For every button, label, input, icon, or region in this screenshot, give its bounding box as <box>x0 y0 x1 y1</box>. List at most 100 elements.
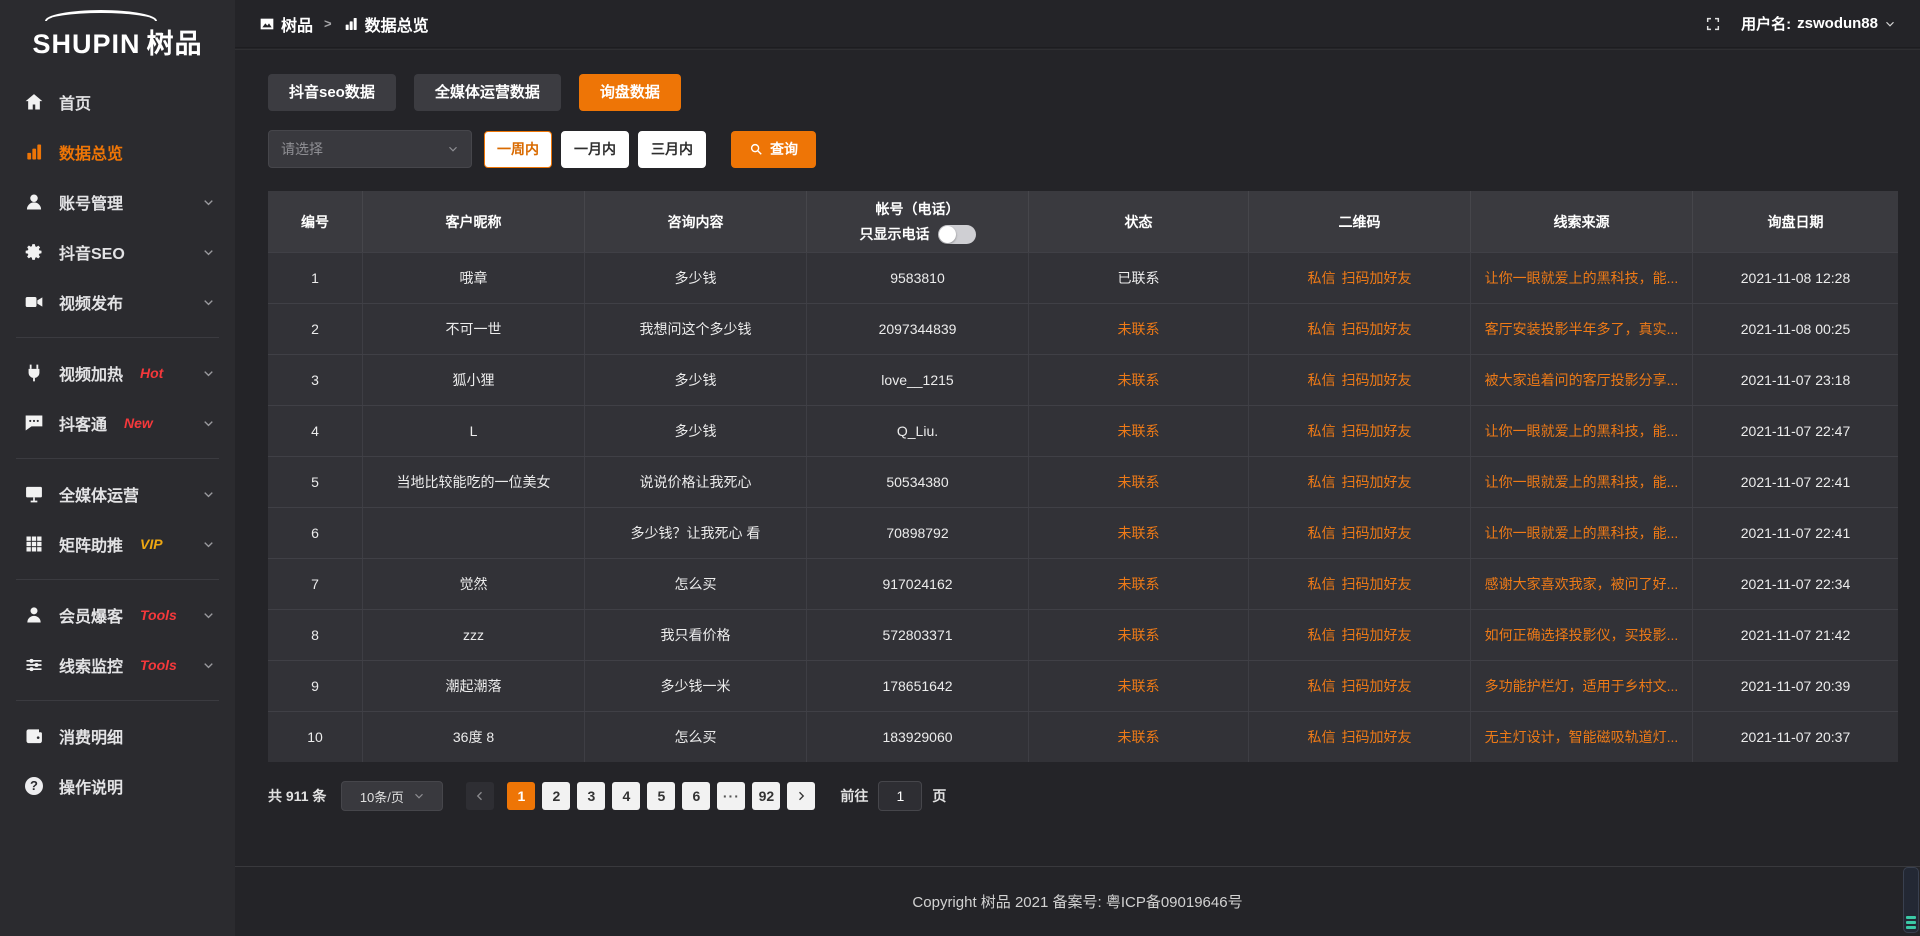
sidebar-item-media-operation[interactable]: 全媒体运营 <box>0 469 235 519</box>
sidebar-menu: 首页 数据总览 账号管理 <box>0 77 235 811</box>
private-message-link[interactable]: 私信 <box>1307 270 1336 286</box>
tab-douyin-seo-data[interactable]: 抖音seo数据 <box>268 74 396 111</box>
phone-toggle-label: 只显示电话 <box>859 226 930 242</box>
next-page-button[interactable] <box>787 782 816 810</box>
cell-lead-source[interactable]: 被大家追着问的客厅投影分享... <box>1471 355 1693 405</box>
user-menu[interactable]: 用户名: zswodun88 <box>1741 13 1896 34</box>
cell-nickname: 哦章 <box>363 253 585 303</box>
page-size-select[interactable]: 10条/页 <box>341 781 444 811</box>
private-message-link[interactable]: 私信 <box>1307 627 1336 643</box>
cell-lead-source[interactable]: 如何正确选择投影仪，买投影... <box>1471 610 1693 660</box>
cell-lead-source[interactable]: 让你一眼就爱上的黑科技，能... <box>1471 457 1693 507</box>
account-select[interactable]: 请选择 <box>268 130 472 168</box>
search-button[interactable]: 查询 <box>731 130 816 168</box>
private-message-link[interactable]: 私信 <box>1307 576 1336 592</box>
range-three-month[interactable]: 三月内 <box>638 130 706 168</box>
filter-bar: 请选择 一周内 一月内 三月内 查询 <box>268 130 1898 168</box>
sidebar-item-video-heat[interactable]: 视频加热 Hot <box>0 348 235 398</box>
sidebar-item-account-management[interactable]: 账号管理 <box>0 177 235 227</box>
page-button[interactable]: 5 <box>647 782 676 810</box>
sidebar-item-matrix-boost[interactable]: 矩阵助推 VIP <box>0 519 235 569</box>
private-message-link[interactable]: 私信 <box>1307 474 1336 490</box>
cell-content: 我只看价格 <box>585 610 807 660</box>
search-button-label: 查询 <box>770 141 798 157</box>
sidebar-item-douyin-seo[interactable]: 抖音SEO <box>0 227 235 277</box>
cell-lead-source[interactable]: 让你一眼就爱上的黑科技，能... <box>1471 406 1693 456</box>
breadcrumb: 树品 > 数据总览 <box>259 12 429 36</box>
scan-add-friend-link[interactable]: 扫码加好友 <box>1341 372 1412 388</box>
private-message-link[interactable]: 私信 <box>1307 729 1336 745</box>
column-header-date: 询盘日期 <box>1767 213 1824 230</box>
range-one-week[interactable]: 一周内 <box>484 130 552 168</box>
prev-page-button[interactable] <box>466 782 495 810</box>
scan-add-friend-link[interactable]: 扫码加好友 <box>1341 525 1412 541</box>
page-button[interactable]: 4 <box>612 782 641 810</box>
sidebar-item-instructions[interactable]: ? 操作说明 <box>0 761 235 811</box>
phone-only-toggle[interactable] <box>937 224 976 244</box>
private-message-link[interactable]: 私信 <box>1307 678 1336 694</box>
scan-add-friend-link[interactable]: 扫码加好友 <box>1341 423 1412 439</box>
cell-no: 1 <box>268 253 363 303</box>
sidebar-item-label: 线索监控 <box>59 659 124 676</box>
cell-lead-source[interactable]: 感谢大家喜欢我家，被问了好... <box>1471 559 1693 609</box>
sidebar-item-video-publish[interactable]: 视频发布 <box>0 277 235 327</box>
page-button[interactable]: 1 <box>507 782 536 810</box>
cell-lead-source[interactable]: 让你一眼就爱上的黑科技，能... <box>1471 253 1693 303</box>
cell-content: 多少钱 <box>585 253 807 303</box>
chevron-down-icon <box>202 246 215 259</box>
sidebar-item-label: 矩阵助推 <box>59 538 124 555</box>
chevron-left-icon <box>474 790 486 802</box>
tab-inquiry-data[interactable]: 询盘数据 <box>578 74 681 111</box>
page-button[interactable]: 3 <box>577 782 606 810</box>
sidebar-item-member-burst[interactable]: 会员爆客 Tools <box>0 590 235 640</box>
scan-add-friend-link[interactable]: 扫码加好友 <box>1341 729 1412 745</box>
cell-lead-source[interactable]: 客厅安装投影半年多了，真实... <box>1471 304 1693 354</box>
member-icon <box>24 605 44 625</box>
goto-page-input[interactable] <box>878 781 923 811</box>
private-message-link[interactable]: 私信 <box>1307 525 1336 541</box>
cell-lead-source[interactable]: 多功能护栏灯，适用于乡村文... <box>1471 661 1693 711</box>
sidebar-item-leads-monitor[interactable]: 线索监控 Tools <box>0 640 235 690</box>
breadcrumb-item-current[interactable]: 数据总览 <box>343 12 429 36</box>
sidebar-item-label: 消费明细 <box>59 730 124 747</box>
page-button[interactable]: 2 <box>542 782 571 810</box>
cell-inquiry-date: 2021-11-07 23:18 <box>1740 372 1851 388</box>
scan-add-friend-link[interactable]: 扫码加好友 <box>1341 474 1412 490</box>
sidebar-item-label: 数据总览 <box>59 146 124 163</box>
sidebar-item-data-overview[interactable]: 数据总览 <box>0 127 235 177</box>
sliders-icon <box>24 655 44 675</box>
scan-add-friend-link[interactable]: 扫码加好友 <box>1341 576 1412 592</box>
cell-lead-source[interactable]: 无主灯设计，智能磁吸轨道灯... <box>1471 712 1693 762</box>
menu-divider <box>16 579 219 580</box>
cell-status: 未联系 <box>1029 712 1249 762</box>
page-button[interactable]: ··· <box>717 782 746 810</box>
browser-extension-widget[interactable] <box>1903 867 1919 933</box>
cell-lead-source[interactable]: 让你一眼就爱上的黑科技，能... <box>1471 508 1693 558</box>
private-message-link[interactable]: 私信 <box>1307 372 1336 388</box>
cell-account: Q_Liu. <box>807 406 1029 456</box>
fullscreen-icon[interactable] <box>1705 16 1721 32</box>
scan-add-friend-link[interactable]: 扫码加好友 <box>1341 678 1412 694</box>
wallet-icon <box>24 726 44 746</box>
private-message-link[interactable]: 私信 <box>1307 423 1336 439</box>
page-button[interactable]: 6 <box>682 782 711 810</box>
scan-add-friend-link[interactable]: 扫码加好友 <box>1341 321 1412 337</box>
chevron-down-icon <box>202 538 215 551</box>
sidebar-item-consumption-detail[interactable]: 消费明细 <box>0 711 235 761</box>
scan-add-friend-link[interactable]: 扫码加好友 <box>1341 627 1412 643</box>
page-button[interactable]: 92 <box>752 782 781 810</box>
sidebar-item-label: 全媒体运营 <box>59 488 140 505</box>
sidebar-item-home[interactable]: 首页 <box>0 77 235 127</box>
breadcrumb-item-home[interactable]: 树品 <box>259 12 313 36</box>
cell-qrcode: 私信 扫码加好友 <box>1249 610 1471 660</box>
scan-add-friend-link[interactable]: 扫码加好友 <box>1341 270 1412 286</box>
sidebar-item-douketong[interactable]: 抖客通 New <box>0 398 235 448</box>
private-message-link[interactable]: 私信 <box>1307 321 1336 337</box>
sidebar-item-label: 账号管理 <box>59 196 124 213</box>
user-icon <box>24 192 44 212</box>
cell-nickname: L <box>363 406 585 456</box>
cell-content: 怎么买 <box>585 559 807 609</box>
tab-media-operation-data[interactable]: 全媒体运营数据 <box>413 74 561 111</box>
cell-account: 572803371 <box>807 610 1029 660</box>
range-one-month[interactable]: 一月内 <box>561 130 629 168</box>
